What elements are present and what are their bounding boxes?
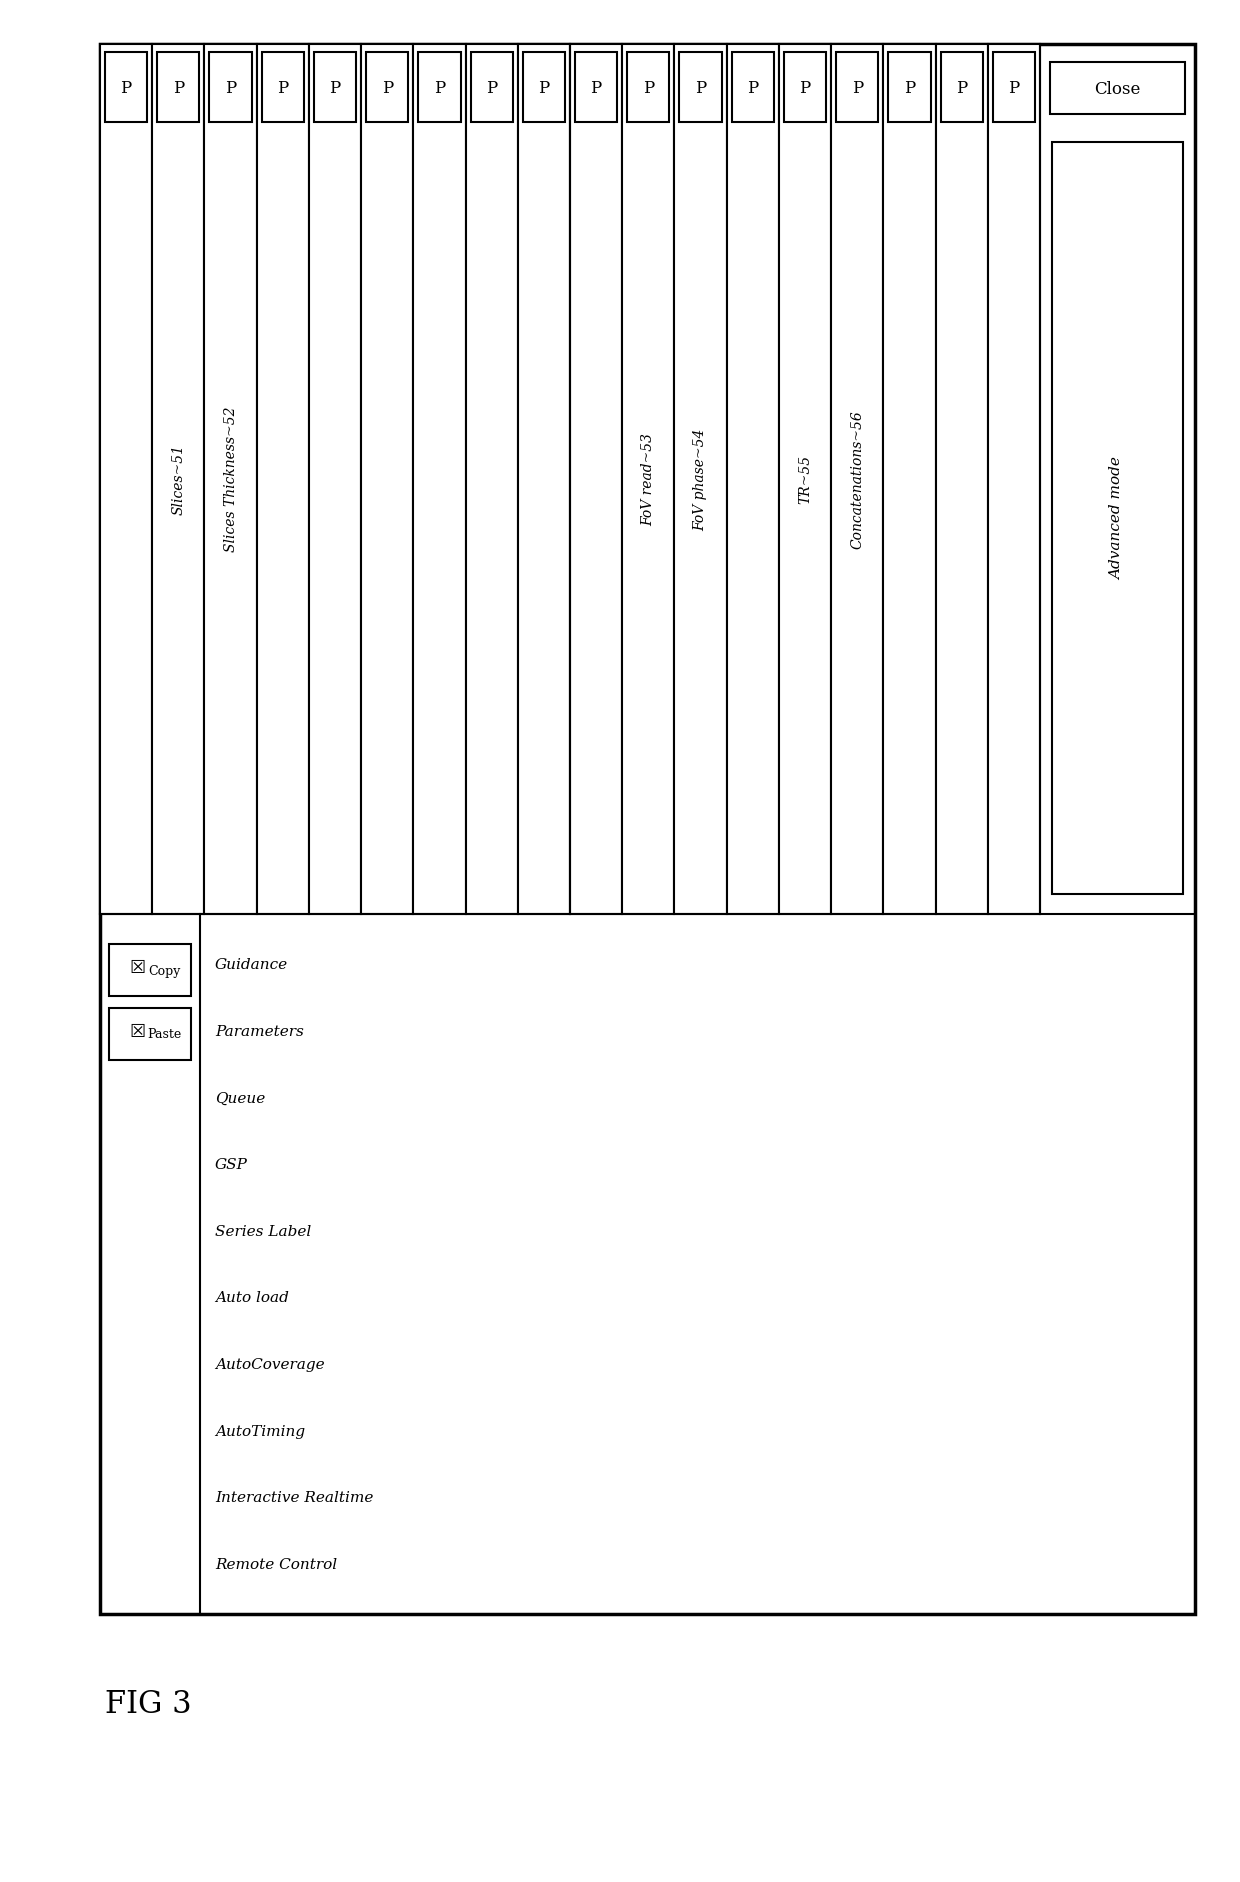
Text: FIG 3: FIG 3 bbox=[105, 1688, 192, 1720]
Text: FoV phase~54: FoV phase~54 bbox=[693, 427, 708, 531]
Bar bbox=[523, 53, 565, 122]
Bar bbox=[993, 53, 1035, 122]
Bar bbox=[205, 45, 257, 915]
Text: Close: Close bbox=[1095, 81, 1141, 98]
Bar bbox=[262, 53, 304, 122]
Bar bbox=[361, 45, 413, 915]
Bar bbox=[988, 45, 1040, 915]
Bar bbox=[831, 45, 883, 915]
Text: Advanced mode: Advanced mode bbox=[1111, 457, 1125, 580]
Bar bbox=[675, 45, 727, 915]
Text: Slices Thickness~52: Slices Thickness~52 bbox=[223, 407, 238, 551]
Text: P: P bbox=[278, 79, 289, 96]
Bar bbox=[257, 45, 309, 915]
Bar bbox=[883, 45, 935, 915]
Bar bbox=[309, 45, 361, 915]
Text: AutoCoverage: AutoCoverage bbox=[215, 1357, 325, 1372]
Text: P: P bbox=[538, 79, 549, 96]
Bar bbox=[105, 53, 148, 122]
Bar bbox=[575, 53, 618, 122]
Bar bbox=[622, 45, 675, 915]
Text: P: P bbox=[694, 79, 707, 96]
Text: Concatenations~56: Concatenations~56 bbox=[851, 410, 864, 548]
Text: P: P bbox=[382, 79, 393, 96]
Text: P: P bbox=[956, 79, 967, 96]
Bar bbox=[1052, 143, 1183, 894]
Bar bbox=[413, 45, 465, 915]
Text: Parameters: Parameters bbox=[215, 1024, 304, 1039]
Bar bbox=[784, 53, 826, 122]
Bar bbox=[465, 45, 518, 915]
Text: P: P bbox=[224, 79, 236, 96]
Text: Copy: Copy bbox=[149, 964, 181, 977]
Text: P: P bbox=[434, 79, 445, 96]
Bar bbox=[680, 53, 722, 122]
Bar bbox=[100, 45, 1195, 1615]
Bar bbox=[627, 53, 670, 122]
Bar bbox=[109, 945, 191, 996]
Text: Slices~51: Slices~51 bbox=[171, 444, 185, 514]
Bar bbox=[109, 1009, 191, 1060]
Text: P: P bbox=[852, 79, 863, 96]
Text: P: P bbox=[120, 79, 131, 96]
Bar bbox=[418, 53, 460, 122]
Bar bbox=[366, 53, 408, 122]
Text: GSP: GSP bbox=[215, 1157, 248, 1171]
Bar bbox=[935, 45, 988, 915]
Bar bbox=[210, 53, 252, 122]
Text: P: P bbox=[172, 79, 184, 96]
Text: FoV read~53: FoV read~53 bbox=[641, 433, 655, 525]
Bar bbox=[100, 45, 153, 915]
Bar bbox=[314, 53, 356, 122]
Bar bbox=[779, 45, 831, 915]
Bar bbox=[570, 45, 622, 915]
Text: ☒: ☒ bbox=[130, 960, 146, 977]
Bar bbox=[518, 45, 570, 915]
Text: Auto load: Auto load bbox=[215, 1291, 289, 1304]
Text: P: P bbox=[330, 79, 341, 96]
Text: AutoTiming: AutoTiming bbox=[215, 1425, 305, 1438]
Text: Queue: Queue bbox=[215, 1092, 265, 1105]
Text: P: P bbox=[642, 79, 653, 96]
Text: TR~55: TR~55 bbox=[799, 455, 812, 504]
Bar bbox=[157, 53, 200, 122]
Bar bbox=[941, 53, 983, 122]
Text: P: P bbox=[590, 79, 601, 96]
Text: Guidance: Guidance bbox=[215, 958, 288, 971]
Text: Series Label: Series Label bbox=[215, 1223, 311, 1238]
Bar bbox=[470, 53, 513, 122]
Bar bbox=[1050, 62, 1185, 115]
Text: Paste: Paste bbox=[148, 1028, 182, 1041]
Bar bbox=[153, 45, 205, 915]
Bar bbox=[732, 53, 774, 122]
Text: P: P bbox=[748, 79, 759, 96]
Bar bbox=[727, 45, 779, 915]
Text: ☒: ☒ bbox=[130, 1022, 146, 1041]
Text: Remote Control: Remote Control bbox=[215, 1556, 337, 1571]
Bar bbox=[888, 53, 930, 122]
Text: Interactive Realtime: Interactive Realtime bbox=[215, 1491, 373, 1504]
Text: P: P bbox=[486, 79, 497, 96]
Text: P: P bbox=[1008, 79, 1019, 96]
Text: P: P bbox=[800, 79, 811, 96]
Bar bbox=[836, 53, 878, 122]
Text: P: P bbox=[904, 79, 915, 96]
